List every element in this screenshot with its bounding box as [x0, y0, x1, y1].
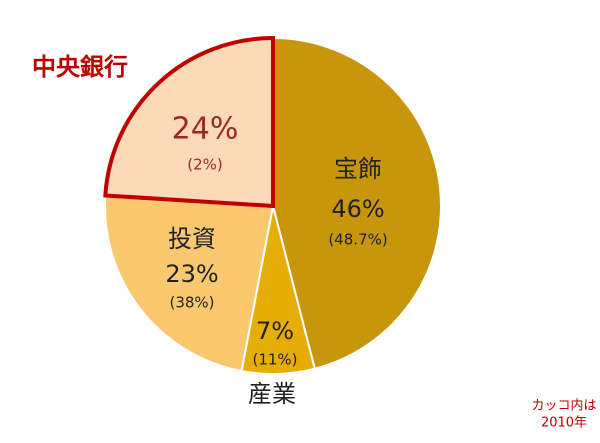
category-label: 投資	[168, 225, 216, 253]
category-label: 中央銀行	[32, 53, 128, 81]
pie-slice	[104, 194, 275, 373]
category-label: 産業	[248, 380, 296, 408]
prior-value-label: (11%)	[252, 351, 297, 369]
value-label: 7%	[256, 317, 294, 345]
prior-value-label: (2%)	[187, 156, 223, 174]
prior-value-label: (38%)	[169, 294, 214, 312]
pie	[103, 35, 442, 375]
labels: 宝飾 46% (48.7%) 産業 7% (11%) 投資 23% (38%) 中央銀行 24% (2…	[32, 53, 388, 408]
prior-value-label: (48.7%)	[328, 231, 387, 249]
value-label: 46%	[331, 195, 384, 223]
pie-slice	[103, 35, 275, 209]
note-line: カッコ内は	[531, 398, 596, 414]
value-label: 24%	[172, 112, 239, 147]
note-line: 2010年	[541, 416, 587, 431]
category-label: 宝飾	[334, 155, 382, 183]
pie-slice	[272, 36, 442, 370]
value-label: 23%	[165, 260, 218, 288]
